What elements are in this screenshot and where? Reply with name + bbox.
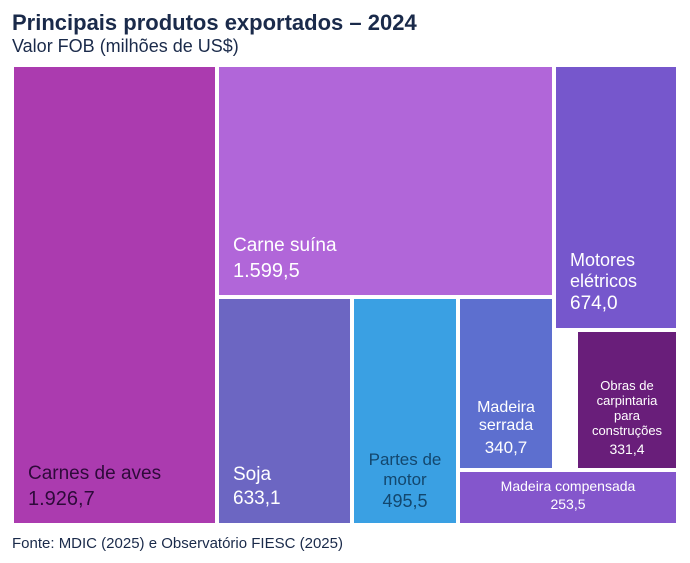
chart-title: Principais produtos exportados – 2024 — [12, 10, 678, 36]
cell-label: Madeira compensada — [501, 478, 636, 494]
treemap-cell-partes-motor: Partes de motor495,5 — [352, 297, 458, 525]
cell-label: Carne suína — [233, 235, 337, 257]
treemap-cell-soja: Soja633,1 — [217, 297, 352, 525]
cell-value: 1.926,7 — [28, 487, 95, 511]
cell-value: 633,1 — [233, 488, 281, 511]
cell-value: 253,5 — [550, 496, 585, 513]
cell-label: Obras de carpintaria para construções — [584, 379, 670, 439]
treemap-cell-obras-carpintaria: Obras de carpintaria para construções 331… — [576, 330, 678, 470]
cell-label: Motores elétricos — [570, 250, 664, 291]
cell-label: Soja — [233, 464, 271, 486]
cell-value: 674,0 — [570, 293, 618, 316]
treemap-cell-carne-suina: Carne suína1.599,5 — [217, 65, 554, 297]
treemap-cell-madeira-compensada: Madeira compensada 253,5 — [458, 470, 678, 525]
treemap-container: Carnes de aves1.926,7Carne suína1.599,5M… — [12, 65, 678, 525]
cell-value: 495,5 — [382, 491, 427, 513]
cell-value: 340,7 — [485, 438, 528, 458]
cell-label: Partes de motor — [360, 450, 450, 489]
chart-source: Fonte: MDIC (2025) e Observatório FIESC … — [12, 535, 678, 552]
treemap-cell-carnes-aves: Carnes de aves1.926,7 — [12, 65, 217, 525]
treemap-cell-madeira-serrada: Madeira serrada340,7 — [458, 297, 554, 470]
cell-label: Carnes de aves — [28, 463, 161, 485]
cell-value: 1.599,5 — [233, 259, 300, 283]
chart-subtitle: Valor FOB (milhões de US$) — [12, 36, 678, 57]
cell-label: Madeira serrada — [466, 399, 546, 436]
cell-value: 331,4 — [609, 441, 644, 458]
treemap-cell-motores-eletricos: Motores elétricos674,0 — [554, 65, 678, 330]
